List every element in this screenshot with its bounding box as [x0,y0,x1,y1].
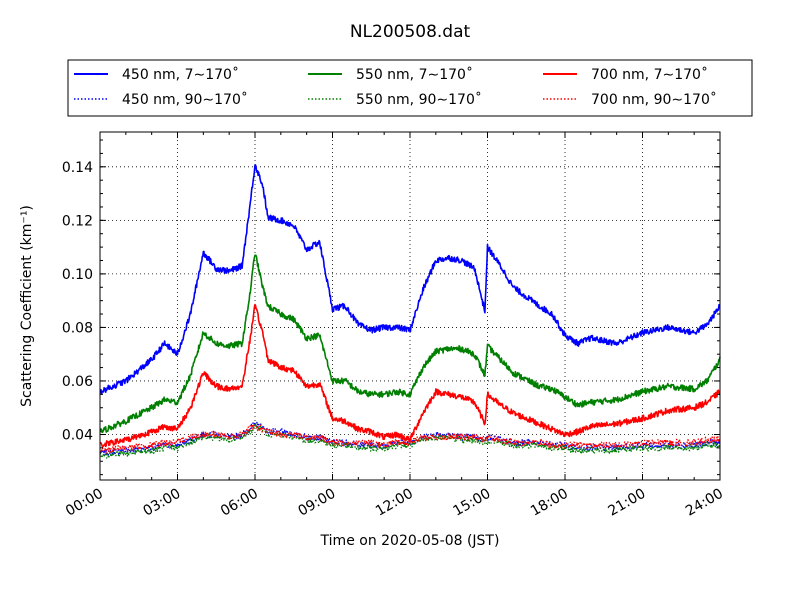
legend-label: 700 nm, 7∼170˚ [591,66,708,83]
series-line [99,303,721,448]
y-tick-label: 0.08 [62,320,93,336]
y-tick-label: 0.10 [62,267,93,283]
legend-label: 450 nm, 7∼170˚ [122,66,239,83]
grid-lines [99,132,721,480]
series-line [99,164,721,395]
y-tick-label: 0.12 [62,213,93,229]
legend-frame [67,59,753,117]
y-tick-label: 0.06 [62,374,93,390]
y-axis-label: Scattering Coefficient (km⁻¹) [19,205,35,407]
legend-label: 450 nm, 90∼170˚ [122,91,248,108]
y-tick-label: 0.14 [62,160,93,176]
legend-label: 700 nm, 90∼170˚ [591,91,717,108]
series-line [99,421,721,457]
x-axis-label: Time on 2020-05-08 (JST) [320,533,500,549]
chart-title: NL200508.dat [350,22,471,42]
y-tick-label: 0.04 [62,427,93,443]
legend: 450 nm, 7∼170˚ 550 nm, 7∼170˚ 700 nm, 7∼17… [67,59,753,117]
series-line [99,254,721,434]
series-layer [99,164,721,459]
legend-label: 550 nm, 90∼170˚ [356,91,482,108]
legend-label: 550 nm, 7∼170˚ [356,66,473,83]
